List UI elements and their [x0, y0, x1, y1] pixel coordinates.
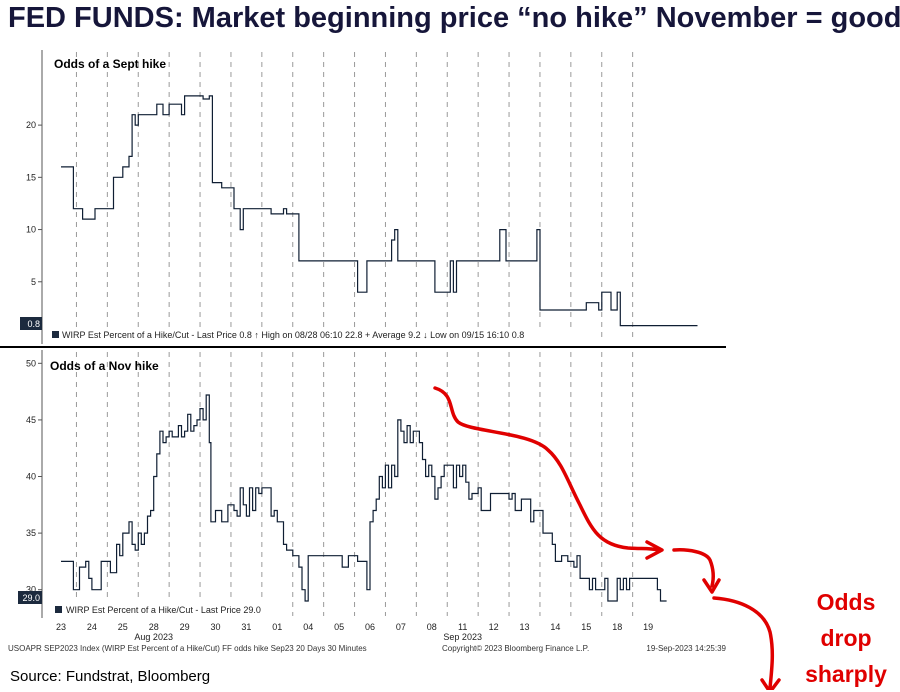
- annotation-line-1: Odds: [816, 589, 876, 615]
- trend-arrow-curve: [433, 386, 660, 552]
- x-day-label: 06: [365, 622, 375, 632]
- x-day-label: 15: [581, 622, 591, 632]
- sept-y-ticks: 5 10 15 20: [26, 120, 42, 287]
- nov-y-tick-label: 30: [26, 585, 36, 595]
- x-day-label: 04: [303, 622, 313, 632]
- x-day-label: 23: [56, 622, 66, 632]
- chart-background: [42, 48, 724, 649]
- sept-last-value-tag: 0.8: [20, 317, 42, 330]
- sept-last-value-text: 0.8: [27, 319, 40, 329]
- nov-panel-title: Odds of a Nov hike: [50, 359, 159, 373]
- nov-last-value-tag: 29.0: [18, 591, 42, 604]
- sept-y-tick-label: 5: [31, 277, 36, 287]
- sept-panel-title: Odds of a Sept hike: [54, 57, 166, 71]
- nov-legend-swatch: [55, 606, 62, 613]
- nov-y-tick-label: 50: [26, 358, 36, 368]
- x-day-label: 08: [427, 622, 437, 632]
- x-month-label: Sep 2023: [443, 632, 482, 642]
- x-day-label: 28: [149, 622, 159, 632]
- trend-arrow-curve-2: [672, 548, 716, 588]
- annotation-arrows: [433, 386, 781, 690]
- x-day-label: 05: [334, 622, 344, 632]
- x-day-label: 13: [519, 622, 529, 632]
- x-day-label: 14: [550, 622, 560, 632]
- nov-panel: Odds of a Nov hike 30 35 40 45 50 29.0 WIRP …: [18, 350, 667, 618]
- nov-legend-bg: [47, 602, 277, 616]
- x-day-label: 19: [643, 622, 653, 632]
- sept-y-tick-label: 15: [26, 172, 36, 182]
- annotation-line-2: drop: [820, 625, 872, 651]
- x-day-label: 11: [458, 622, 467, 632]
- x-day-label: 29: [180, 622, 190, 632]
- nov-y-ticks: 30 35 40 45 50: [26, 358, 42, 595]
- x-day-label: 24: [87, 622, 97, 632]
- x-month-label: Aug 2023: [134, 632, 173, 642]
- x-day-label: 12: [489, 622, 499, 632]
- page-title: FED FUNDS: Market beginning price “no hi…: [8, 2, 900, 34]
- x-day-label: 01: [272, 622, 282, 632]
- sept-series-line: [61, 95, 698, 327]
- footer-center: Copyright© 2023 Bloomberg Finance L.P.: [442, 644, 589, 653]
- nov-y-tick-label: 40: [26, 472, 36, 482]
- trend-arrow-drop: [712, 596, 775, 690]
- x-day-label: 31: [241, 622, 251, 632]
- x-day-label: 18: [612, 622, 622, 632]
- vertical-gridlines: [75, 52, 634, 616]
- sept-panel: Odds of a Sept hike 5 10 15 20 0.8 WIRP Est…: [20, 50, 698, 344]
- footer-right: 19-Sep-2023 14:25:39: [646, 644, 726, 653]
- x-day-label: 30: [210, 622, 220, 632]
- trend-arrow-head-1: [645, 540, 664, 560]
- nov-y-tick-label: 45: [26, 415, 36, 425]
- footer-left: USOAPR SEP2023 Index (WIRP Est Percent o…: [8, 644, 367, 653]
- x-axis-labels: 23 24 25 28 29 30 31 01 04 05 06 07 08 11 12 13 14 15 18 19…: [56, 622, 653, 642]
- trend-arrow-head-2: [702, 578, 721, 594]
- sept-legend-swatch: [52, 331, 59, 338]
- nov-series-line: [61, 394, 667, 602]
- x-day-label: 25: [118, 622, 128, 632]
- source-caption: Source: Fundstrat, Bloomberg: [10, 668, 211, 685]
- nov-y-tick-label: 35: [26, 528, 36, 538]
- trend-arrow-head-3: [760, 678, 781, 690]
- sept-y-tick-label: 10: [26, 225, 36, 235]
- sept-legend-bg: [47, 327, 577, 341]
- nov-last-value-text: 29.0: [22, 593, 40, 603]
- sept-legend: WIRP Est Percent of a Hike/Cut - Last Pr…: [62, 330, 524, 340]
- nov-legend: WIRP Est Percent of a Hike/Cut - Last Pr…: [66, 605, 261, 615]
- odds-drop-annotation: Odds drop sharply: [796, 584, 896, 692]
- x-day-label: 07: [396, 622, 406, 632]
- sept-y-tick-label: 20: [26, 120, 36, 130]
- annotation-line-3: sharply: [805, 661, 887, 687]
